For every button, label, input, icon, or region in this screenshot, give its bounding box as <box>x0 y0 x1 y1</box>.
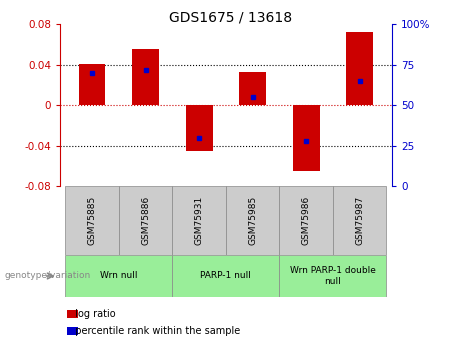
Bar <box>279 186 333 255</box>
Bar <box>132 49 159 105</box>
Bar <box>186 105 213 151</box>
Text: GSM75985: GSM75985 <box>248 196 257 245</box>
Bar <box>346 32 373 105</box>
Text: percentile rank within the sample: percentile rank within the sample <box>69 326 240 336</box>
Bar <box>119 186 172 255</box>
Text: Wrn null: Wrn null <box>100 272 137 280</box>
Bar <box>79 64 106 105</box>
Bar <box>65 186 119 255</box>
Bar <box>172 186 226 255</box>
Text: GSM75885: GSM75885 <box>88 196 96 245</box>
Text: GSM75987: GSM75987 <box>355 196 364 245</box>
Bar <box>333 186 386 255</box>
Text: GDS1675 / 13618: GDS1675 / 13618 <box>169 10 292 24</box>
Text: PARP-1 null: PARP-1 null <box>201 272 251 280</box>
Bar <box>293 105 319 171</box>
Text: Wrn PARP-1 double
null: Wrn PARP-1 double null <box>290 266 376 286</box>
Text: GSM75886: GSM75886 <box>141 196 150 245</box>
Bar <box>172 255 279 297</box>
Bar <box>279 255 386 297</box>
Text: log ratio: log ratio <box>69 309 116 319</box>
Text: GSM75986: GSM75986 <box>301 196 311 245</box>
Bar <box>226 186 279 255</box>
Text: GSM75931: GSM75931 <box>195 196 204 245</box>
Bar <box>239 72 266 105</box>
Bar <box>65 255 172 297</box>
Text: genotype/variation: genotype/variation <box>5 272 91 280</box>
